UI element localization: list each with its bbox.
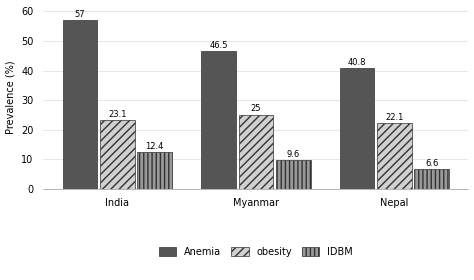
Bar: [100, 120, 135, 189]
Bar: [201, 51, 236, 189]
Legend: Anemia, obesity, IDBM: Anemia, obesity, IDBM: [155, 243, 356, 261]
Text: 40.8: 40.8: [348, 58, 366, 67]
Text: 9.6: 9.6: [287, 150, 300, 159]
Bar: [414, 169, 449, 189]
Text: 22.1: 22.1: [385, 113, 403, 122]
Text: 57: 57: [74, 10, 85, 19]
Bar: [63, 20, 97, 189]
Text: 23.1: 23.1: [108, 110, 127, 119]
Text: 46.5: 46.5: [209, 41, 228, 50]
Bar: [238, 115, 273, 189]
Text: 25: 25: [251, 104, 261, 113]
Text: 12.4: 12.4: [146, 142, 164, 151]
Bar: [137, 152, 172, 189]
Y-axis label: Prevalence (%): Prevalence (%): [6, 60, 16, 134]
Text: 6.6: 6.6: [425, 159, 438, 168]
Bar: [340, 68, 374, 189]
Bar: [377, 123, 412, 189]
Bar: [276, 160, 310, 189]
